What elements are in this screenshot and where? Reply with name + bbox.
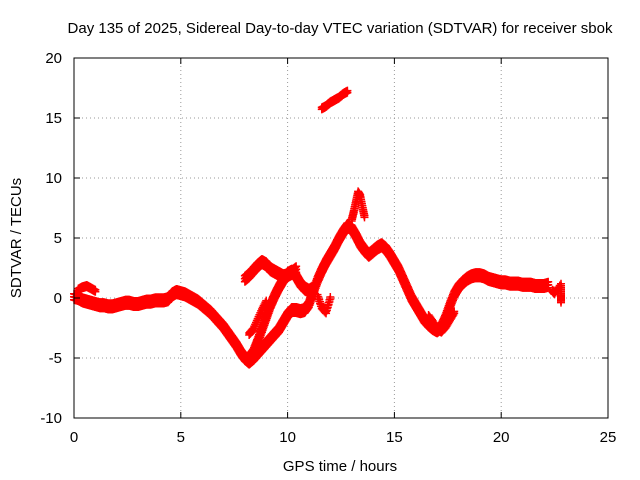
series-lower-dip <box>424 307 459 337</box>
series-late-tail <box>548 279 566 307</box>
data-point <box>450 309 459 318</box>
x-tick-label: 5 <box>177 429 185 446</box>
data-point <box>91 287 100 296</box>
data-point <box>261 300 270 309</box>
axis-ticks <box>73 57 609 419</box>
x-tick-label: 25 <box>600 429 617 446</box>
x-tick-label: 15 <box>386 429 403 446</box>
x-tick-label: 10 <box>279 429 296 446</box>
data-point <box>343 88 352 97</box>
tick-labels: 0 5 10 15 20 25 -10 -5 0 5 10 15 20 <box>40 50 616 446</box>
series-early-bump <box>74 281 100 296</box>
data-point <box>292 268 301 277</box>
y-axis-label: SDTVAR / TECUs <box>8 178 25 298</box>
x-tick-label: 0 <box>70 429 78 446</box>
series-steep-segment <box>245 296 271 339</box>
y-tick-label: 10 <box>45 170 62 187</box>
data-point <box>557 298 566 307</box>
y-tick-label: 20 <box>45 50 62 67</box>
series-upper-cluster <box>317 86 352 114</box>
y-tick-label: -5 <box>49 350 62 367</box>
y-tick-label: -10 <box>40 410 62 427</box>
data-point <box>326 295 335 303</box>
y-tick-label: 15 <box>45 110 62 127</box>
x-axis-label: GPS time / hours <box>283 458 397 475</box>
data-point <box>360 213 369 222</box>
series-lower-spur <box>313 290 335 318</box>
data-point <box>544 283 553 292</box>
chart-title: Day 135 of 2025, Sidereal Day-to-day VTE… <box>68 20 613 37</box>
data-point <box>262 298 271 307</box>
x-tick-label: 20 <box>493 429 510 446</box>
series-rising-arc <box>245 264 318 365</box>
series-mid-cluster <box>240 255 301 286</box>
y-tick-label: 5 <box>54 230 62 247</box>
data-point <box>309 287 318 296</box>
data-points <box>70 86 566 369</box>
series-spike-cluster <box>347 187 369 225</box>
data-point <box>449 310 458 319</box>
grid-lines <box>74 58 608 418</box>
y-tick-label: 0 <box>54 290 62 307</box>
